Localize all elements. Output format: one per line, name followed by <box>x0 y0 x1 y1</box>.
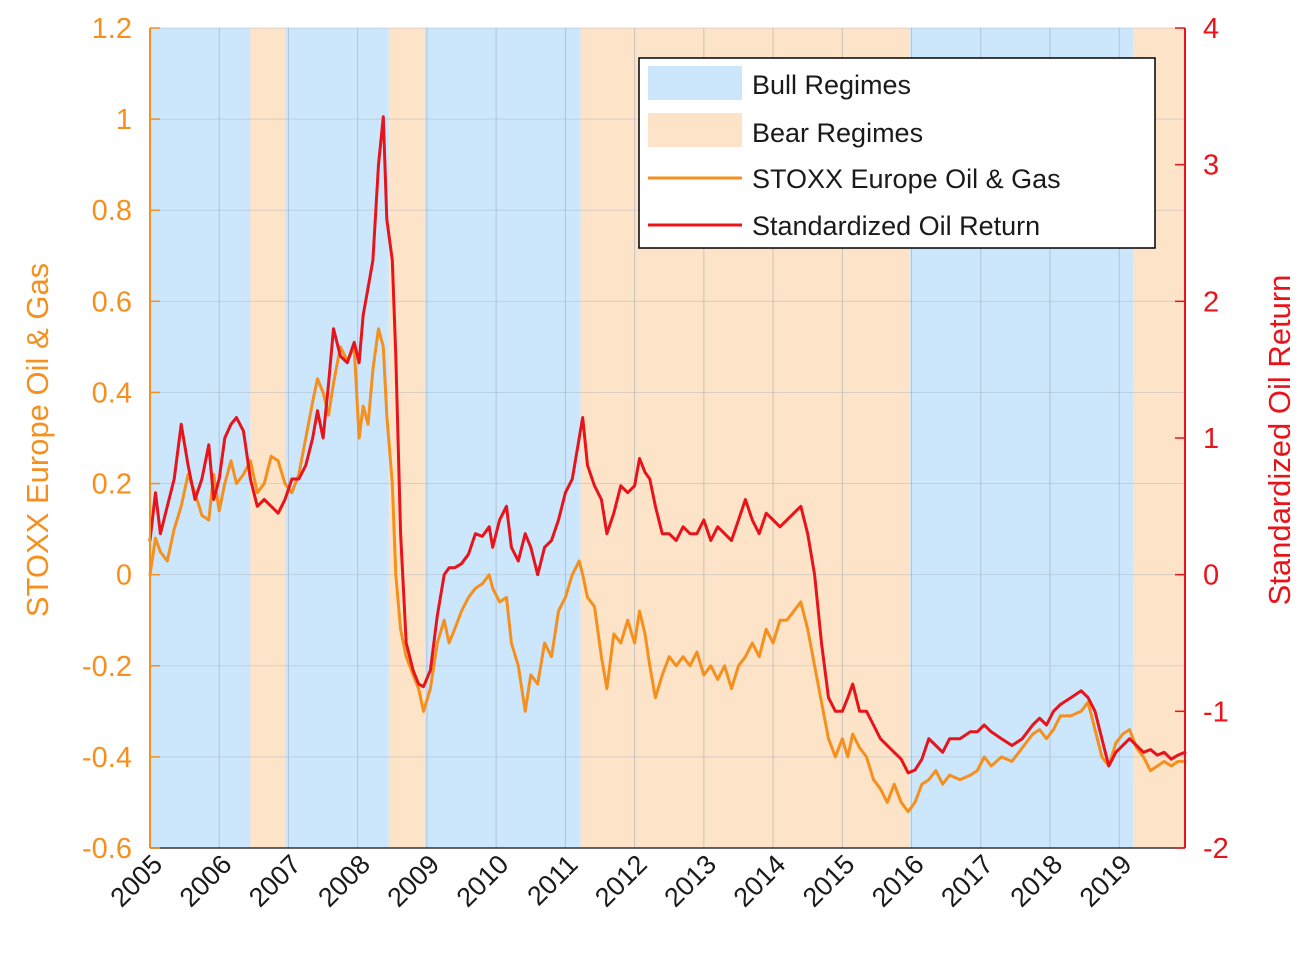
y-right-tick-label: 3 <box>1203 150 1219 182</box>
legend-box <box>638 57 1156 249</box>
y-left-tick-label: 0.2 <box>92 469 132 501</box>
y-left-tick-label: 0.6 <box>92 286 132 318</box>
x-tick-label: 2013 <box>658 849 722 913</box>
legend-label-oil: Standardized Oil Return <box>752 211 1040 241</box>
y-right-tick-label: 0 <box>1203 560 1219 592</box>
legend-label-stoxx: STOXX Europe Oil & Gas <box>752 164 1061 194</box>
y-right-tick-label: 1 <box>1203 423 1219 455</box>
regime-band-bear <box>388 28 425 848</box>
y-right-tick-label: -1 <box>1203 696 1229 728</box>
legend-swatch-bull <box>648 66 742 100</box>
x-tick-label: 2014 <box>728 849 792 913</box>
y-left-tick-label: 1.2 <box>92 13 132 45</box>
y-left-tick-label: -0.4 <box>82 742 132 774</box>
y-left-tick-label: 0.8 <box>92 195 132 227</box>
regime-band-bull <box>285 28 389 848</box>
x-tick-label: 2010 <box>451 849 515 913</box>
series-line-stoxx <box>148 327 1187 814</box>
legend-label-bear: Bear Regimes <box>752 118 923 148</box>
regime-band-bull <box>150 28 251 848</box>
y-right-tick-label: -2 <box>1203 833 1229 865</box>
x-tick-label: 2015 <box>797 849 861 913</box>
x-tick-label: 2011 <box>521 849 583 911</box>
x-tick-label: 2008 <box>312 849 376 913</box>
x-tick-label: 2007 <box>243 849 307 913</box>
y-left-tick-label: 0.4 <box>92 377 132 409</box>
x-tick-label: 2006 <box>174 849 238 913</box>
y-left-tick-label: 1 <box>116 104 132 136</box>
series-lines <box>148 115 1187 814</box>
x-tick-label: 2016 <box>866 849 930 913</box>
x-tick-label: 2018 <box>1005 849 1069 913</box>
legend: Bull Regimes Bear Regimes STOXX Europe O… <box>638 57 1156 249</box>
legend-swatch-bear <box>648 113 742 147</box>
x-tick-label: 2012 <box>589 849 653 913</box>
series-line-oil-return <box>148 115 1187 775</box>
y-left-tick-label: -0.2 <box>82 651 132 683</box>
legend-label-bull: Bull Regimes <box>752 70 911 100</box>
x-tick-label: 2017 <box>935 849 999 913</box>
x-tick-label: 2019 <box>1074 849 1138 913</box>
y-axis-right-label: Standardized Oil Return <box>1262 275 1297 606</box>
regime-band-bull <box>424 28 581 848</box>
y-axis-left-label: STOXX Europe Oil & Gas <box>20 263 55 617</box>
y-left-tick-label: 0 <box>116 560 132 592</box>
regime-band-bear <box>250 28 285 848</box>
y-right-tick-label: 4 <box>1203 13 1219 45</box>
y-right-tick-label: 2 <box>1203 286 1219 318</box>
y-left-tick-label: -0.6 <box>82 833 132 865</box>
x-tick-label: 2009 <box>381 849 445 913</box>
